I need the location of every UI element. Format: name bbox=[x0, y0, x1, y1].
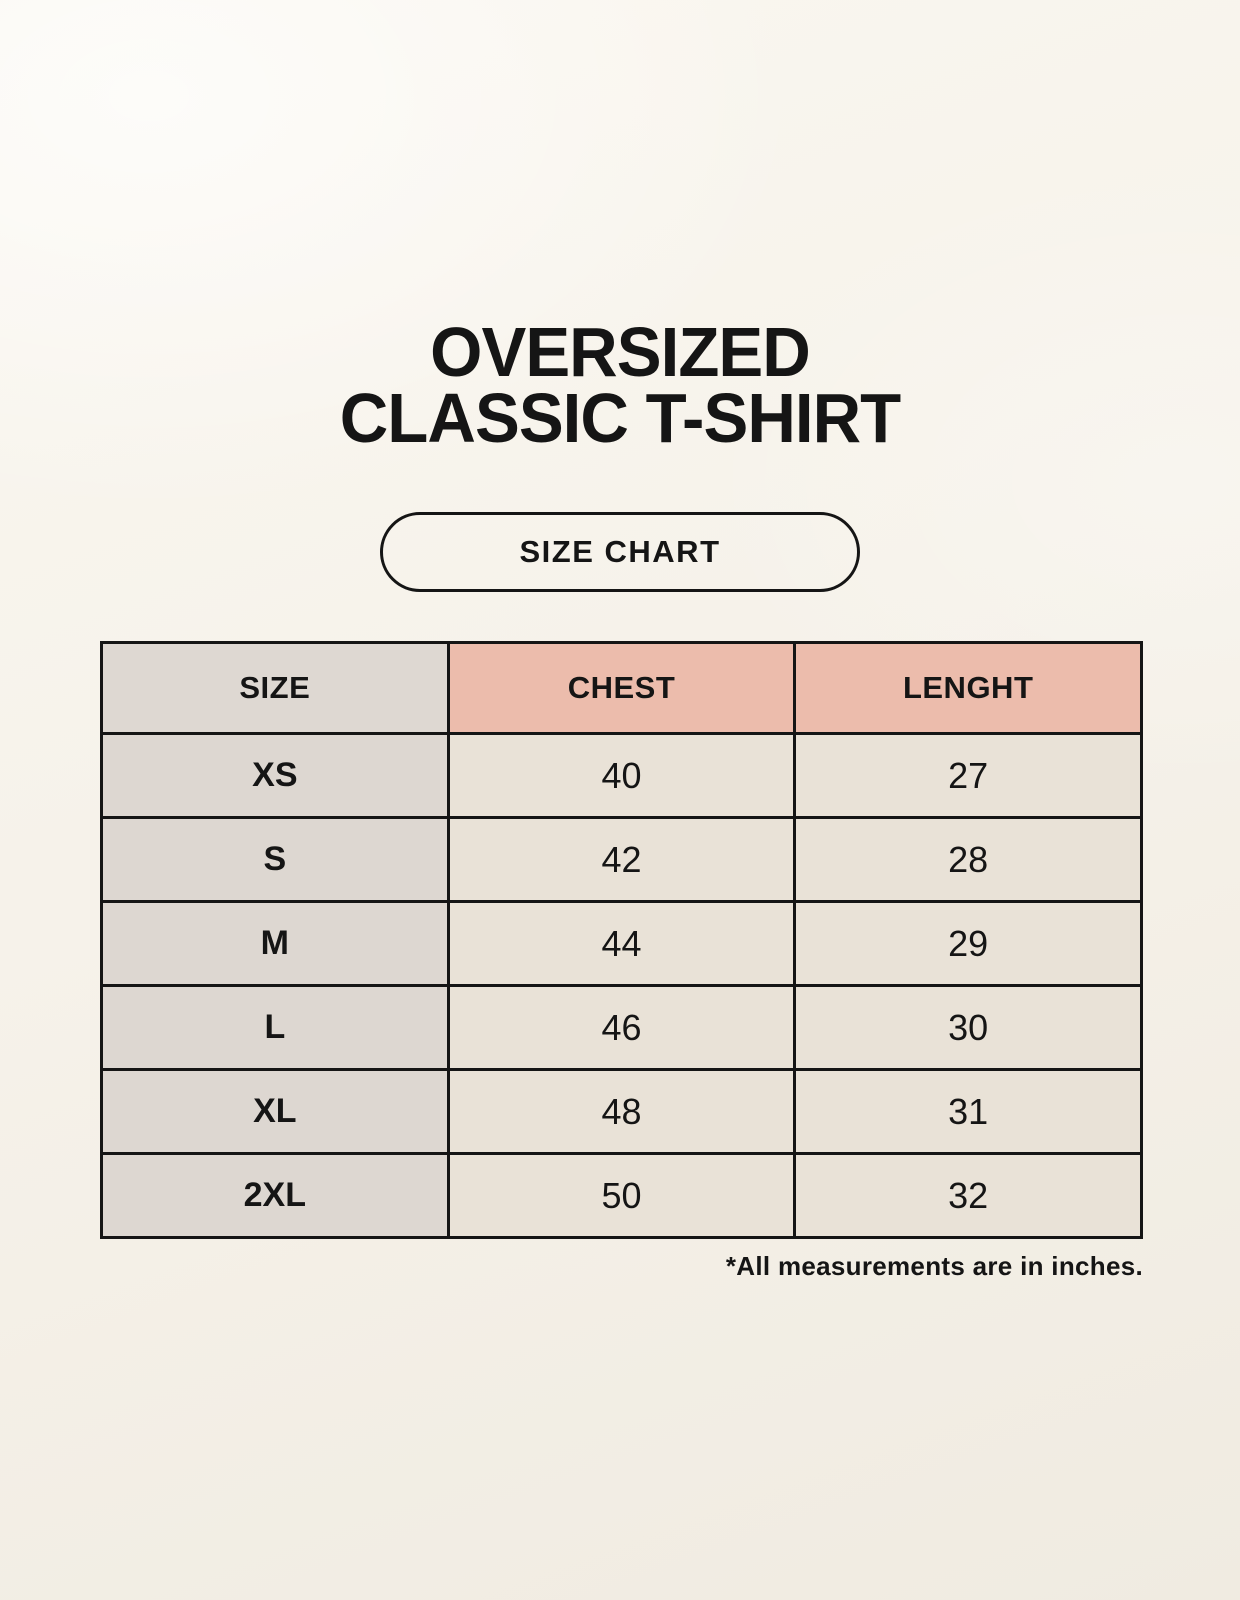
page-title: OVERSIZED CLASSIC T-SHIRT bbox=[25, 313, 1215, 457]
size-label: 2XL bbox=[100, 1152, 450, 1239]
size-chart-button[interactable]: SIZE CHART bbox=[380, 512, 860, 592]
page-title-line-1: OVERSIZED bbox=[430, 313, 811, 391]
measurements-footnote: *All measurements are in inches. bbox=[725, 1251, 1143, 1281]
table-row-s: S 42 28 bbox=[100, 816, 1143, 903]
size-chart-table-container: SIZE CHEST LENGHT XS 40 27 S 42 28 M bbox=[100, 641, 1143, 1282]
chest-value: 44 bbox=[446, 900, 797, 987]
length-value: 29 bbox=[793, 900, 1143, 987]
chest-value: 42 bbox=[446, 816, 797, 903]
length-value: 27 bbox=[793, 732, 1143, 819]
length-value: 32 bbox=[793, 1152, 1143, 1239]
page-title-line-2: CLASSIC T-SHIRT bbox=[339, 378, 902, 457]
length-value: 30 bbox=[793, 984, 1143, 1071]
column-header-length: LENGHT bbox=[793, 641, 1143, 735]
chest-value: 46 bbox=[446, 984, 797, 1071]
column-header-chest: CHEST bbox=[446, 641, 797, 735]
chest-value: 48 bbox=[446, 1068, 797, 1155]
column-header-size: SIZE bbox=[100, 641, 450, 735]
size-label: S bbox=[100, 816, 450, 903]
table-row-xs: XS 40 27 bbox=[100, 732, 1143, 819]
size-label: L bbox=[100, 984, 450, 1071]
size-label: XS bbox=[100, 732, 450, 819]
table-row-m: M 44 29 bbox=[100, 900, 1143, 987]
table-row-xl: XL 48 31 bbox=[100, 1068, 1143, 1155]
table-row-2xl: 2XL 50 32 bbox=[100, 1152, 1143, 1239]
size-label: XL bbox=[100, 1068, 450, 1155]
chest-value: 50 bbox=[446, 1152, 797, 1239]
length-value: 28 bbox=[793, 816, 1143, 903]
size-chart-table: SIZE CHEST LENGHT XS 40 27 S 42 28 M bbox=[100, 641, 1143, 1239]
table-row-l: L 46 30 bbox=[100, 984, 1143, 1071]
chest-value: 40 bbox=[446, 732, 797, 819]
length-value: 31 bbox=[793, 1068, 1143, 1155]
table-header-row: SIZE CHEST LENGHT bbox=[100, 641, 1143, 735]
size-label: M bbox=[100, 900, 450, 987]
